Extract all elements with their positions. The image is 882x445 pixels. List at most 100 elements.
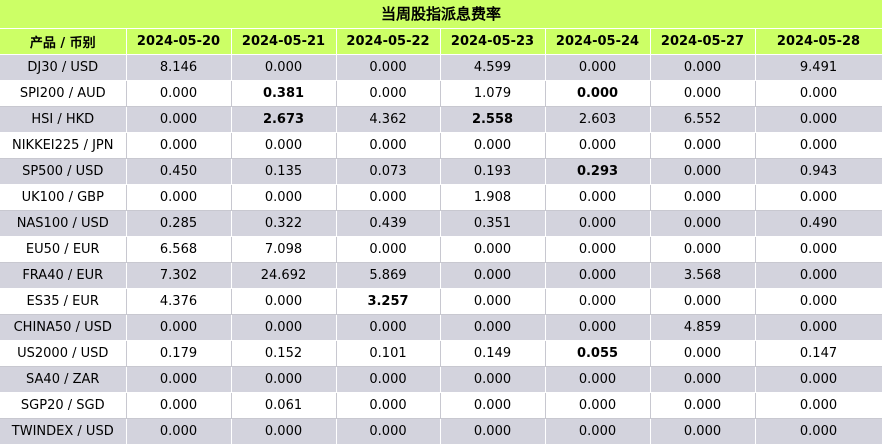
rate-cell: 4.599	[440, 54, 546, 81]
rate-cell: 0.000	[755, 418, 882, 445]
rate-cell: 1.908	[440, 184, 546, 211]
rate-cell: 0.000	[545, 54, 651, 81]
rate-cell: 0.000	[231, 54, 337, 81]
product-cell: SA40 / ZAR	[0, 366, 127, 393]
rate-cell: 0.000	[650, 80, 756, 107]
rate-cell: 0.000	[440, 366, 546, 393]
rate-cell: 0.000	[440, 236, 546, 263]
rate-cell: 0.000	[336, 418, 441, 445]
table-header-row: 产品 / 币别 2024-05-20 2024-05-21 2024-05-22 20…	[0, 29, 882, 55]
rate-cell: 0.000	[336, 184, 441, 211]
product-cell: SP500 / USD	[0, 158, 127, 185]
rate-cell: 0.000	[440, 132, 546, 159]
rate-cell: 0.000	[126, 418, 232, 445]
table-row: UK100 / GBP 0.000 0.000 0.000 1.908 0.000 0.00…	[0, 184, 882, 211]
rate-cell: 0.000	[336, 366, 441, 393]
rate-cell: 1.079	[440, 80, 546, 107]
rate-cell: 0.000	[755, 314, 882, 341]
rate-cell: 0.000	[440, 288, 546, 315]
rate-cell: 0.000	[440, 262, 546, 289]
table-row: EU50 / EUR 6.568 7.098 0.000 0.000 0.000 0.000…	[0, 236, 882, 263]
header-date: 2024-05-22	[336, 29, 441, 55]
product-cell: TWINDEX / USD	[0, 418, 127, 445]
rate-cell: 0.000	[650, 288, 756, 315]
rate-cell: 3.568	[650, 262, 756, 289]
product-cell: ES35 / EUR	[0, 288, 127, 315]
rate-cell: 0.000	[755, 262, 882, 289]
product-cell: NAS100 / USD	[0, 210, 127, 237]
rate-cell: 0.000	[650, 158, 756, 185]
rate-cell: 0.000	[545, 210, 651, 237]
rate-cell: 0.193	[440, 158, 546, 185]
rate-cell: 2.673	[231, 106, 337, 133]
rate-cell: 0.000	[336, 132, 441, 159]
rate-cell: 0.000	[231, 366, 337, 393]
product-cell: UK100 / GBP	[0, 184, 127, 211]
rate-cell: 0.000	[650, 236, 756, 263]
rate-cell: 7.098	[231, 236, 337, 263]
header-date: 2024-05-27	[650, 29, 756, 55]
rate-cell: 0.000	[650, 366, 756, 393]
rate-cell: 0.061	[231, 392, 337, 419]
rate-cell: 0.000	[545, 314, 651, 341]
rate-cell: 0.000	[650, 54, 756, 81]
header-date: 2024-05-21	[231, 29, 337, 55]
rate-cell: 0.285	[126, 210, 232, 237]
table-row: TWINDEX / USD 0.000 0.000 0.000 0.000 0.000 0.…	[0, 418, 882, 445]
product-cell: US2000 / USD	[0, 340, 127, 367]
rate-cell: 0.149	[440, 340, 546, 367]
rate-cell: 0.322	[231, 210, 337, 237]
rate-cell: 0.490	[755, 210, 882, 237]
rate-cell: 0.000	[336, 314, 441, 341]
rate-cell: 0.293	[545, 158, 651, 185]
rate-cell: 0.000	[126, 366, 232, 393]
rate-cell: 7.302	[126, 262, 232, 289]
table-row: SPI200 / AUD 0.000 0.381 0.000 1.079 0.000 0.0…	[0, 80, 882, 107]
rate-cell: 0.000	[231, 184, 337, 211]
rate-cell: 0.101	[336, 340, 441, 367]
rate-cell: 0.000	[545, 418, 651, 445]
table-body: DJ30 / USD 8.146 0.000 0.000 4.599 0.000 0.000…	[0, 54, 882, 445]
header-date: 2024-05-24	[545, 29, 651, 55]
rate-cell: 24.692	[231, 262, 337, 289]
rate-cell: 6.568	[126, 236, 232, 263]
header-product: 产品 / 币别	[0, 29, 127, 55]
rate-cell: 0.000	[755, 132, 882, 159]
rate-cell: 0.000	[336, 54, 441, 81]
header-date: 2024-05-28	[755, 29, 882, 55]
table-row: NIKKEI225 / JPN 0.000 0.000 0.000 0.000 0.000…	[0, 132, 882, 159]
rate-cell: 0.000	[126, 392, 232, 419]
rate-cell: 0.000	[126, 314, 232, 341]
rate-cell: 0.000	[545, 80, 651, 107]
rate-cell: 0.073	[336, 158, 441, 185]
table-row: SGP20 / SGD 0.000 0.061 0.000 0.000 0.000 0.00…	[0, 392, 882, 419]
rate-cell: 0.000	[650, 132, 756, 159]
rate-cell: 0.000	[126, 184, 232, 211]
rate-cell: 0.000	[755, 392, 882, 419]
product-cell: EU50 / EUR	[0, 236, 127, 263]
rate-cell: 0.000	[755, 106, 882, 133]
table-row: CHINA50 / USD 0.000 0.000 0.000 0.000 0.000 4.…	[0, 314, 882, 341]
product-cell: DJ30 / USD	[0, 54, 127, 81]
rate-cell: 0.135	[231, 158, 337, 185]
rate-cell: 0.000	[755, 366, 882, 393]
rate-cell: 4.859	[650, 314, 756, 341]
rate-cell: 0.000	[336, 392, 441, 419]
rate-cell: 2.603	[545, 106, 651, 133]
product-cell: HSI / HKD	[0, 106, 127, 133]
table-row: ES35 / EUR 4.376 0.000 3.257 0.000 0.000 0.000…	[0, 288, 882, 315]
rate-cell: 0.000	[650, 210, 756, 237]
rate-cell: 0.152	[231, 340, 337, 367]
rate-cell: 0.943	[755, 158, 882, 185]
rate-cell: 0.000	[545, 262, 651, 289]
rate-cell: 0.000	[336, 236, 441, 263]
rate-cell: 9.491	[755, 54, 882, 81]
table-row: FRA40 / EUR 7.302 24.692 5.869 0.000 0.000 3.5…	[0, 262, 882, 289]
dividend-rate-table: 产品 / 币别 2024-05-20 2024-05-21 2024-05-22 20…	[0, 29, 882, 445]
rate-cell: 0.000	[545, 366, 651, 393]
table-row: US2000 / USD 0.179 0.152 0.101 0.149 0.055 0.0…	[0, 340, 882, 367]
rate-cell: 0.000	[755, 236, 882, 263]
table-row: SP500 / USD 0.450 0.135 0.073 0.193 0.293 0.00…	[0, 158, 882, 185]
table-title: 当周股指派息费率	[0, 0, 882, 29]
rate-cell: 0.000	[336, 80, 441, 107]
